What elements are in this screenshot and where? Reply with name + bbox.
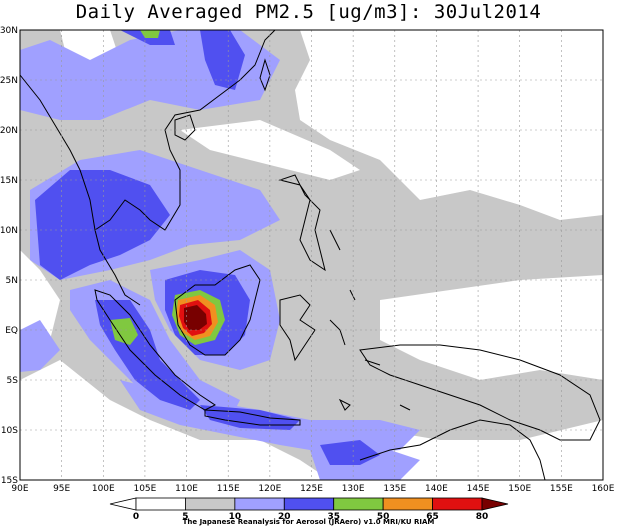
lat-tick-label: 15N [0,176,18,186]
colorbar-label: 80 [476,512,489,522]
clean-area-southeast [360,420,603,480]
lat-tick-label: 10N [0,226,18,236]
lat-tick-label: 10S [1,426,18,436]
green-sumatra [110,318,138,345]
coast-taiwan [259,58,271,92]
longitude-labels: 90E 95E 100E 105E 110E 115E 120E 125E 130E 135E 14… [11,484,614,494]
coast-new-guinea [359,344,601,441]
coast-australia [359,419,546,480]
colorbar-box [382,497,433,511]
lon-tick-label: 100E [92,484,115,494]
lat-tick-label: 20N [0,126,18,136]
lon-tick-label: 105E [133,484,156,494]
credit-text: The Japanese Reanalysis for Aerosol (JRA… [182,518,435,526]
colorbar-label: 0 [133,512,139,522]
lon-tick-label: 145E [467,484,490,494]
latitude-labels: 30N 25N 20N 15N 10N 5N EQ 5S 10S 15S [0,26,18,486]
light-blue-west [20,320,60,372]
lat-tick-label: 25N [0,76,18,86]
coast-sulawesi [279,294,316,362]
lat-tick-label: 30N [0,26,18,36]
lon-tick-label: 110E [175,484,198,494]
blue-north [200,30,245,90]
coast-java [204,409,301,426]
colorbar-box [185,497,236,511]
colorbar-box [333,497,384,511]
lat-tick-label: 5S [7,376,19,386]
lon-tick-label: 115E [217,484,240,494]
lat-tick-label: 5N [6,276,18,286]
lat-tick-label: 15S [1,476,18,486]
coast-sumatra [94,289,216,411]
coast-hainan [174,114,196,141]
colorbar-label: 10 [229,512,242,522]
colorbar-label: 35 [327,512,340,522]
colorbar-box [283,497,335,511]
lon-tick-label: 95E [53,484,70,494]
colorbar-label: 20 [278,512,291,522]
clean-area-south [20,360,330,480]
colorbar-high-triangle [481,497,509,511]
coast-philippines [278,174,326,272]
colorbar: 0 5 10 20 35 50 65 80 [109,497,509,522]
graticule [20,30,603,480]
colorbar-box [135,497,186,511]
clean-area-east [380,275,603,380]
colorbar-label: 50 [377,512,390,522]
lon-tick-label: 130E [342,484,365,494]
colorbar-box [432,497,483,511]
lon-tick-label: 140E [425,484,448,494]
lon-tick-label: 125E [300,484,323,494]
map-title: Daily Averaged PM2.5 [ug/m3]: 30Jul2014 [75,1,542,23]
clean-area-northeast [295,30,603,220]
coast-asia-mainland [20,30,276,306]
dark-red-borneo [184,305,207,330]
colorbar-box [234,497,285,511]
colorbar-low-triangle [109,497,137,511]
lon-tick-label: 90E [11,484,28,494]
colorbar-label: 65 [426,512,439,522]
coast-borneo [174,264,261,356]
lon-tick-label: 120E [258,484,281,494]
coastlines [20,30,601,480]
lon-tick-label: 135E [383,484,406,494]
colorbar-label: 5 [182,512,188,522]
lon-tick-label: 160E [592,484,615,494]
lon-tick-label: 155E [550,484,573,494]
plot-frame [19,29,604,481]
lon-tick-label: 150E [508,484,531,494]
lat-tick-label: EQ [5,326,18,336]
